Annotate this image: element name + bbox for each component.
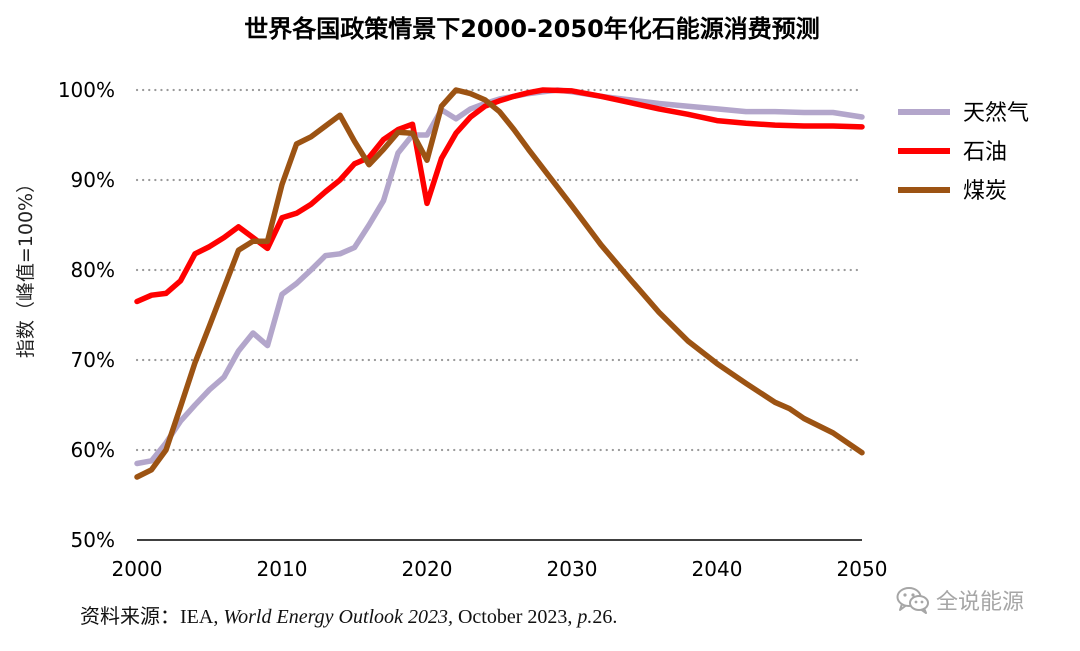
y-tick-label: 70%	[71, 348, 115, 372]
y-tick-label: 100%	[58, 78, 115, 102]
y-tick-label: 50%	[71, 528, 115, 552]
y-tick-label: 80%	[71, 258, 115, 282]
source-date: October 2023,	[452, 606, 578, 628]
watermark: 全说能源	[896, 584, 1024, 616]
source-page-number: 26.	[592, 606, 618, 628]
y-tick-label: 90%	[71, 168, 115, 192]
source-prefix: 资料来源：IEA,	[80, 606, 224, 628]
x-tick-label: 2020	[402, 557, 453, 581]
x-tick-label: 2010	[257, 557, 308, 581]
watermark-text: 全说能源	[936, 590, 1025, 615]
y-axis-label: 指数（峰值=100%）	[15, 174, 37, 358]
series-line-天然气	[134, 87, 865, 467]
gridlines	[135, 88, 864, 452]
x-tick-label: 2030	[547, 557, 598, 581]
series-lines	[134, 87, 865, 480]
legend-label: 石油	[963, 140, 1007, 165]
source-page-prefix: p.	[577, 606, 593, 628]
series-line-煤炭	[134, 87, 865, 480]
x-tick-label: 2040	[692, 557, 743, 581]
chart-title: 世界各国政策情景下2000-2050年化石能源消费预测	[244, 15, 820, 43]
y-tick-label: 60%	[71, 438, 115, 462]
wechat-icon	[896, 587, 929, 614]
source-report-title: World Energy Outlook 2023,	[223, 606, 453, 628]
series-line-石油	[134, 87, 865, 305]
x-tick-label: 2050	[837, 557, 888, 581]
x-tick-label: 2000	[112, 557, 163, 581]
axes: 50% 60% 70% 80% 90% 100% 2000 2010 2020 2030 2040 2…	[58, 78, 888, 581]
legend-label: 煤炭	[963, 179, 1007, 204]
legend-label: 天然气	[963, 101, 1029, 126]
source-note: 资料来源：IEA, World Energy Outlook 2023, Oct…	[80, 600, 617, 629]
